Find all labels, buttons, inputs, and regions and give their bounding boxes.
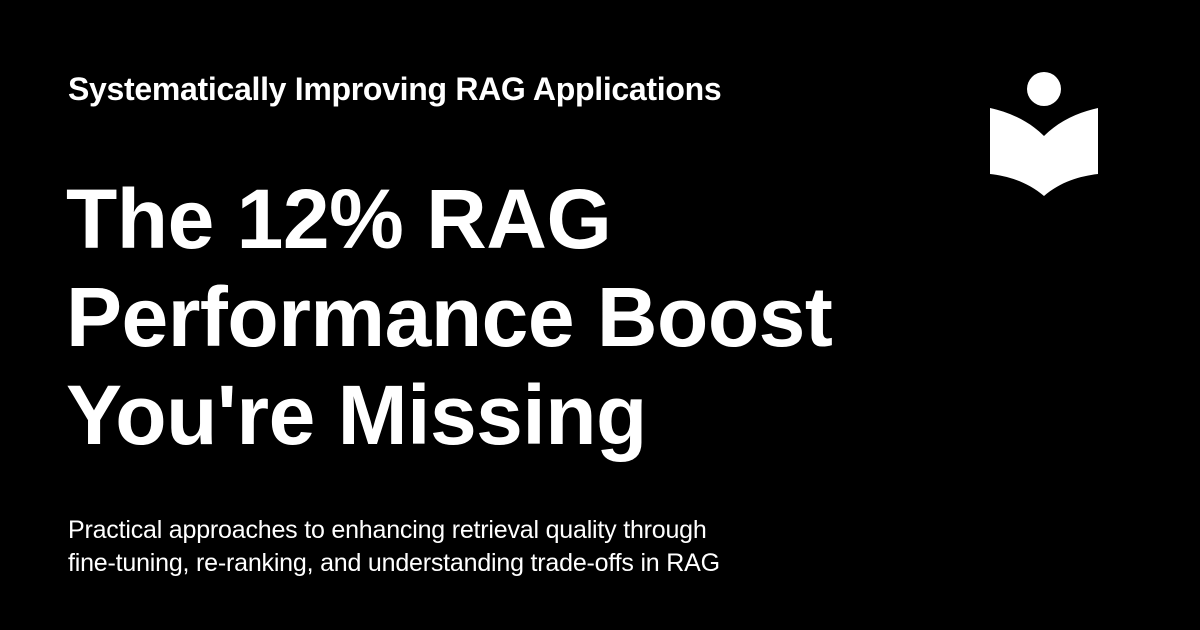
headline-line: You're Missing <box>66 368 647 462</box>
headline: The 12% RAG Performance Boost You're Mis… <box>66 170 946 464</box>
reader-book-icon <box>988 70 1100 198</box>
subtitle-line: Practical approaches to enhancing retrie… <box>68 516 707 544</box>
subtitle-line: fine-tuning, re-ranking, and understandi… <box>68 549 720 577</box>
series-title: Systematically Improving RAG Application… <box>68 71 722 107</box>
headline-line: Performance Boost <box>66 270 833 364</box>
headline-line: The 12% RAG <box>66 172 612 266</box>
subtitle: Practical approaches to enhancing retrie… <box>68 514 888 580</box>
